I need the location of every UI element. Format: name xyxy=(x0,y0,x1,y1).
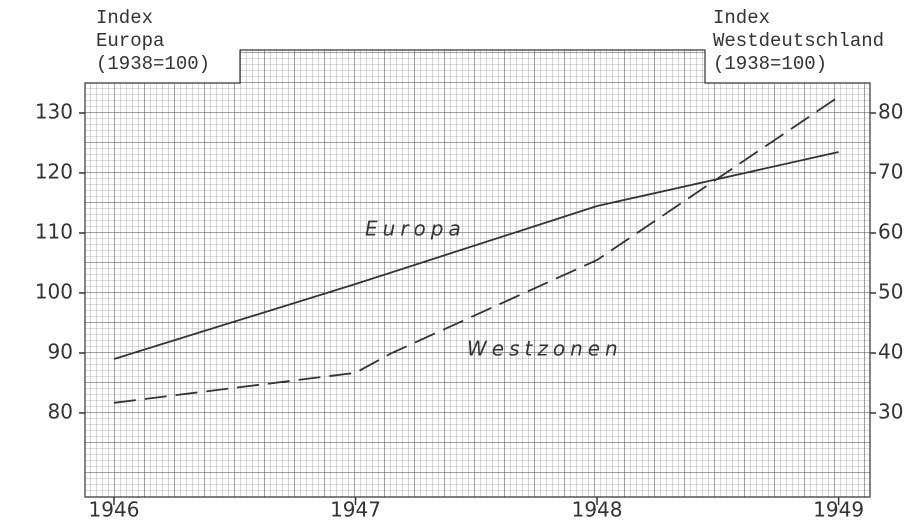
y-tick-label: 120 xyxy=(35,160,73,184)
y2-tick-label: 80 xyxy=(878,100,903,124)
graph-paper xyxy=(84,49,871,498)
x-tick-label: 1946 xyxy=(89,498,140,521)
annotation: Europa xyxy=(365,217,466,241)
y-tick-label: 100 xyxy=(35,280,73,304)
y2-tick-label: 70 xyxy=(878,160,903,184)
y2-tick-label: 50 xyxy=(878,280,903,304)
y2-tick-label: 30 xyxy=(878,400,903,424)
line-series xyxy=(113,96,840,404)
x-tick-label: 1947 xyxy=(330,498,381,521)
y-tick-label: 80 xyxy=(48,400,73,424)
y-axis-label-line: Index xyxy=(96,7,153,29)
y-tick-label: 110 xyxy=(35,220,73,244)
y-tick-label: 90 xyxy=(48,340,73,364)
y-axis-label-line: (1938=100) xyxy=(96,53,210,75)
y2-axis-label-line: Westdeutschland xyxy=(713,30,884,52)
annotation: Westzonen xyxy=(467,337,623,361)
y2-axis-label-line: (1938=100) xyxy=(713,53,827,75)
y2-tick-label: 40 xyxy=(878,340,903,364)
x-tick-label: 1949 xyxy=(813,498,864,521)
y-axis-label-line: Europa xyxy=(96,30,164,52)
y2-tick-label: 60 xyxy=(878,220,903,244)
y-tick-label: 130 xyxy=(35,100,73,124)
x-tick-label: 1948 xyxy=(572,498,623,521)
y2-axis-label-line: Index xyxy=(713,7,770,29)
